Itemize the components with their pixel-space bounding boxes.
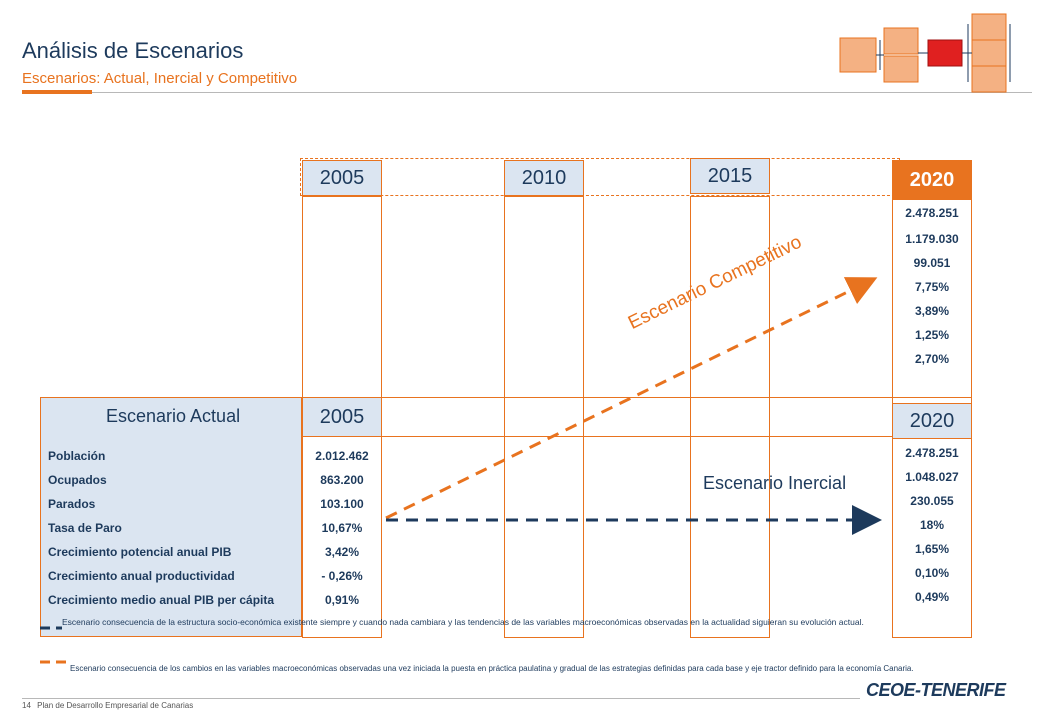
actual-scenario-label: Escenario Actual <box>106 406 241 426</box>
inercial-value: 1,65% <box>914 542 950 556</box>
row-label: Ocupados <box>48 473 107 487</box>
actual-value: 863.200 <box>320 473 364 487</box>
row-label: Parados <box>48 497 96 511</box>
year-2015-box: 2015 <box>690 158 770 194</box>
competitivo-value: 7,75% <box>914 280 950 294</box>
inercial-value: 18% <box>919 518 945 532</box>
column-2015 <box>690 196 770 638</box>
ceoe-tenerife-logo: CEOE-TENERIFE <box>866 680 1006 700</box>
actual-value: 10,67% <box>321 521 363 535</box>
year-2010-box: 2010 <box>504 160 584 196</box>
competitivo-value: 99.051 <box>913 256 951 270</box>
page-subtitle: Escenarios: Actual, Inercial y Competiti… <box>22 70 298 87</box>
legend-inercial-text: Escenario consecuencia de la estructura … <box>62 617 864 627</box>
row-label: Población <box>48 449 106 463</box>
inercial-value: 0,49% <box>914 590 950 604</box>
inercial-value: 230.055 <box>910 494 954 508</box>
actual-label-block <box>40 397 302 637</box>
page-title: Análisis de Escenarios <box>22 38 244 63</box>
inercial-value: 2.478.251 <box>905 446 959 460</box>
process-diagram-icon <box>839 13 1011 93</box>
page-number: 14 <box>22 701 31 710</box>
year-2005-box: 2005 <box>302 160 382 196</box>
column-2010 <box>504 196 584 638</box>
footer: 14 Plan de Desarrollo Empresarial de Can… <box>22 701 193 710</box>
actual-value: 0,91% <box>324 593 360 607</box>
footer-divider <box>22 698 860 699</box>
actual-year-box: 2005 <box>302 397 382 437</box>
inercial-value: 0,10% <box>914 566 950 580</box>
inercial-values: 2.478.251 1.048.027 230.055 18% 1,65% 0,… <box>892 446 972 616</box>
row-label: Crecimiento medio anual PIB per cápita <box>48 593 275 607</box>
actual-value: - 0,26% <box>321 569 363 583</box>
inercial-scenario-label: Escenario Inercial <box>703 473 847 493</box>
competitivo-value: 1.179.030 <box>905 232 959 246</box>
year-2020-box: 2020 <box>892 160 972 200</box>
inercial-year-box: 2020 <box>892 403 972 439</box>
competitivo-value: 2,70% <box>914 352 950 366</box>
competitivo-value: 3,89% <box>914 304 950 318</box>
actual-values: 2.012.462 863.200 103.100 10,67% 3,42% -… <box>302 449 382 619</box>
competitivo-value: 1,25% <box>914 328 950 342</box>
footer-text: Plan de Desarrollo Empresarial de Canari… <box>37 701 194 710</box>
competitivo-values: 2.478.251 1.179.030 99.051 7,75% 3,89% 1… <box>892 206 972 376</box>
row-label: Tasa de Paro <box>48 521 122 535</box>
competitivo-arrow <box>385 277 878 520</box>
actual-value: 2.012.462 <box>315 449 369 463</box>
row-label: Crecimiento potencial anual PIB <box>48 545 232 559</box>
row-label: Crecimiento anual productividad <box>48 569 235 583</box>
competitivo-value: 2.478.251 <box>905 206 959 220</box>
legend-competitivo-text: Escenario consecuencia de los cambios en… <box>70 664 914 673</box>
actual-value: 3,42% <box>324 545 360 559</box>
actual-value: 103.100 <box>320 497 364 511</box>
title-accent-bar <box>22 90 92 94</box>
header-divider <box>92 92 1032 93</box>
inercial-value: 1.048.027 <box>905 470 959 484</box>
